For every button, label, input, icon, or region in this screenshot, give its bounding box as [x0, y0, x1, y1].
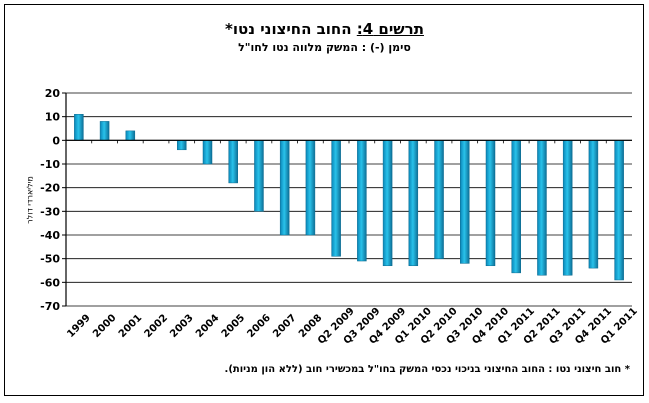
x-tick-label: 2002 [143, 312, 170, 339]
bar-14 [434, 140, 444, 259]
bar-8 [279, 140, 290, 236]
footnote: * חוב חיצוני נטו : החוב החיצוני בניכוי נ… [224, 364, 630, 375]
x-tick-label: 2005 [220, 312, 247, 339]
bar-18 [537, 140, 547, 276]
y-tick-label: -70 [40, 300, 60, 313]
chart-title-prefix: תרשים 4: [356, 20, 424, 38]
x-tick-label: 2006 [245, 312, 272, 339]
chart-title-main: החוב החיצוני נטו* [225, 20, 357, 38]
bar-20 [588, 140, 599, 269]
y-tick-label: 10 [45, 111, 61, 124]
x-tick-label: 2004 [194, 312, 221, 339]
y-tick-label: -50 [40, 253, 60, 266]
bar-9 [305, 140, 316, 236]
y-tick-label: -30 [40, 205, 60, 218]
x-tick-label: 1999 [65, 312, 92, 339]
bar-1 [99, 121, 110, 141]
y-tick-label: -10 [40, 158, 60, 171]
bar-2 [125, 130, 136, 141]
bar-12 [382, 140, 393, 267]
bar-19 [562, 140, 573, 276]
x-tick-label: 2000 [91, 312, 118, 339]
bar-21 [614, 140, 624, 281]
y-tick-label: -40 [40, 229, 60, 242]
grid-lines [66, 92, 632, 307]
y-tick-label: -60 [40, 276, 60, 289]
y-tick-label: -20 [40, 182, 60, 195]
bar-6 [228, 140, 238, 184]
bar-17 [511, 140, 521, 274]
bar-16 [485, 140, 496, 267]
bar-4 [177, 140, 187, 151]
bar-13 [408, 140, 419, 267]
y-tick-label: 0 [52, 134, 60, 147]
chart-subtitle: סימן (-) : המשק מלווה נטו לחו"ל [238, 41, 411, 54]
x-tick-label: 2007 [271, 312, 298, 339]
x-tick-label: 2001 [117, 312, 144, 339]
bar-11 [357, 140, 367, 262]
bar-7 [254, 140, 264, 212]
bar-5 [202, 140, 213, 165]
bar-15 [460, 140, 470, 264]
y-tick-label: 20 [45, 87, 61, 100]
bar-10 [331, 140, 341, 257]
bar-0 [74, 114, 84, 141]
x-tick-label: 2003 [168, 312, 195, 339]
bars [74, 114, 624, 281]
chart-title: תרשים 4: החוב החיצוני נטו* [0, 20, 649, 38]
